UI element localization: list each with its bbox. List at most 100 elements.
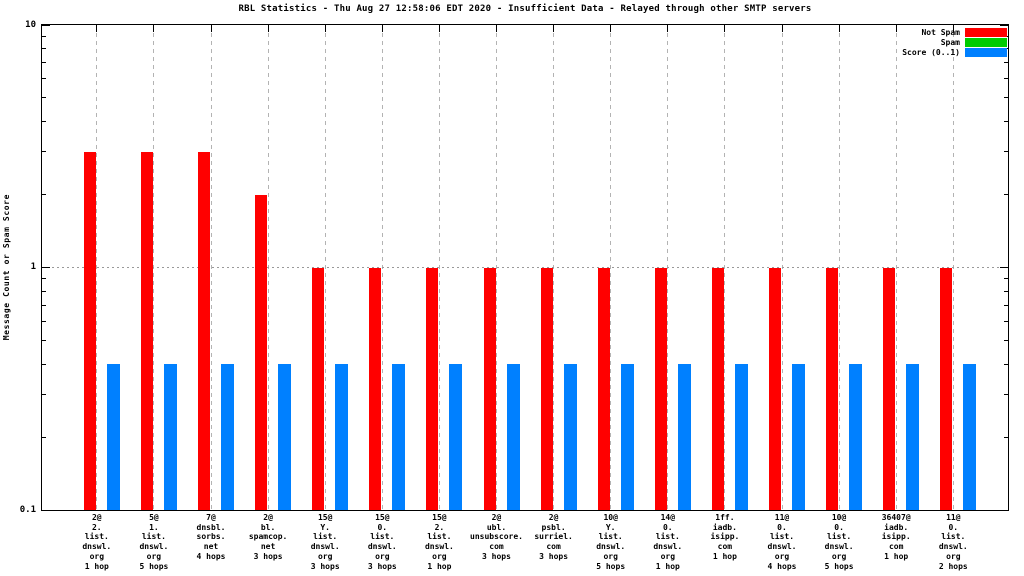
score-0-1-bar <box>563 364 577 510</box>
x-tick <box>952 25 954 32</box>
not-spam-bar <box>940 267 953 510</box>
x-tick-label: 2@ psbl. surriel. com 3 hops <box>534 513 573 561</box>
legend-item: Score (0..1) <box>902 48 1007 57</box>
y-minor-tick <box>1004 194 1008 195</box>
x-tick <box>210 25 212 32</box>
score-0-1-bar <box>792 364 805 510</box>
y-major-tick <box>1000 24 1008 26</box>
y-minor-tick <box>42 393 46 395</box>
x-tick-label: 10@ Y. list. dnswl. org 5 hops <box>596 513 626 571</box>
y-minor-tick <box>42 48 46 49</box>
legend: Not Spam Spam Score (0..1) <box>902 28 1007 57</box>
y-tick-label: 0.1 <box>19 504 36 515</box>
x-tick-label: 15@ 0. list. dnswl. org 3 hops <box>367 513 397 571</box>
x-tick-label: 2@ bl. spamcop. net 3 hops <box>248 513 288 561</box>
y-major-tick <box>42 509 50 511</box>
not-spam-bar <box>597 267 610 510</box>
y-minor-tick <box>1004 436 1008 438</box>
y-minor-tick <box>42 436 46 438</box>
y-minor-tick <box>42 278 46 280</box>
y-minor-tick <box>42 339 46 341</box>
y-minor-tick <box>1004 78 1008 80</box>
x-tick <box>324 25 326 32</box>
x-tick-label: 14@ 0. list. dnswl. org 1 hop <box>653 513 683 571</box>
x-tick <box>153 25 155 32</box>
legend-swatch <box>965 38 1007 47</box>
y-minor-tick <box>42 304 46 306</box>
score-0-1-bar <box>449 364 463 510</box>
score-0-1-bar <box>620 364 634 510</box>
x-tick-label: 7@ dnsbl. sorbs. net 4 hops <box>196 513 226 561</box>
not-spam-bar <box>826 267 839 510</box>
y-tick-label: 10 <box>25 19 36 30</box>
y-minor-tick <box>1004 393 1008 395</box>
x-tick <box>781 25 783 32</box>
y-minor-tick <box>1004 278 1008 280</box>
y-minor-tick <box>42 363 46 365</box>
x-tick-label: 2@ ubl. unsubscore. com 3 hops <box>470 513 523 561</box>
x-tick-label: 5@ 1. list. dnswl. org 5 hops <box>139 513 169 571</box>
score-0-1-bar <box>278 364 292 510</box>
x-tick <box>895 25 897 32</box>
y-major-tick <box>42 24 50 26</box>
not-spam-bar <box>540 267 553 510</box>
score-0-1-bar <box>734 364 748 510</box>
x-tick <box>610 25 612 32</box>
not-spam-bar <box>483 267 496 510</box>
y-major-tick <box>1000 509 1008 511</box>
y-minor-tick <box>1004 290 1008 292</box>
legend-item: Spam <box>941 38 1007 47</box>
y-minor-tick <box>42 97 46 99</box>
y-minor-tick <box>1004 151 1008 153</box>
not-spam-bar <box>198 151 210 510</box>
legend-label: Score (0..1) <box>902 48 960 57</box>
x-tick-label: 11@ 0. list. dnswl. org 2 hops <box>938 513 968 571</box>
score-0-1-bar <box>849 364 863 510</box>
x-tick-label: 10@ 0. list. dnswl. org 5 hops <box>824 513 854 571</box>
legend-label: Not Spam <box>921 28 960 37</box>
x-tick <box>438 25 440 32</box>
y-minor-tick <box>1004 320 1008 322</box>
legend-swatch <box>965 48 1007 57</box>
y-minor-tick <box>42 62 46 64</box>
y-minor-tick <box>42 320 46 322</box>
x-tick <box>496 25 497 32</box>
chart-title: RBL Statistics - Thu Aug 27 12:58:06 EDT… <box>238 4 812 14</box>
y-minor-tick <box>1004 121 1008 122</box>
x-tick <box>724 25 726 32</box>
plot-area <box>41 24 1009 511</box>
y-minor-tick <box>1004 97 1008 99</box>
x-tick-label: 1ff. iadb. isipp. com 1 hop <box>710 513 740 561</box>
x-tick <box>553 25 555 32</box>
legend-item: Not Spam <box>921 28 1007 37</box>
x-tick-label: 2@ 2. list. dnswl. org 1 hop <box>82 513 112 571</box>
y-minor-tick <box>1004 363 1008 365</box>
x-tick <box>667 25 669 32</box>
legend-swatch <box>965 28 1007 37</box>
score-0-1-bar <box>392 364 406 510</box>
score-0-1-bar <box>906 364 920 510</box>
score-0-1-bar <box>506 364 520 510</box>
x-tick <box>267 25 269 32</box>
y-major-tick <box>42 267 50 268</box>
not-spam-bar <box>255 194 268 510</box>
not-spam-bar <box>883 267 896 510</box>
x-tick <box>96 25 98 32</box>
not-spam-bar <box>369 267 382 510</box>
y-minor-tick <box>1004 339 1008 341</box>
not-spam-bar <box>312 267 325 510</box>
not-spam-bar <box>83 151 96 510</box>
y-minor-tick <box>42 290 46 292</box>
y-minor-tick <box>42 78 46 80</box>
y-tick-label: 1 <box>30 262 36 272</box>
y-minor-tick <box>42 121 46 122</box>
x-tick-label: 11@ 0. list. dnswl. org 4 hops <box>767 513 797 571</box>
score-0-1-bar <box>335 364 349 510</box>
y-major-tick <box>1000 267 1008 268</box>
not-spam-bar <box>654 267 667 510</box>
y-minor-tick <box>1004 304 1008 306</box>
y-minor-tick <box>42 35 46 37</box>
score-0-1-bar <box>163 364 177 510</box>
y-gridline <box>42 267 1008 268</box>
